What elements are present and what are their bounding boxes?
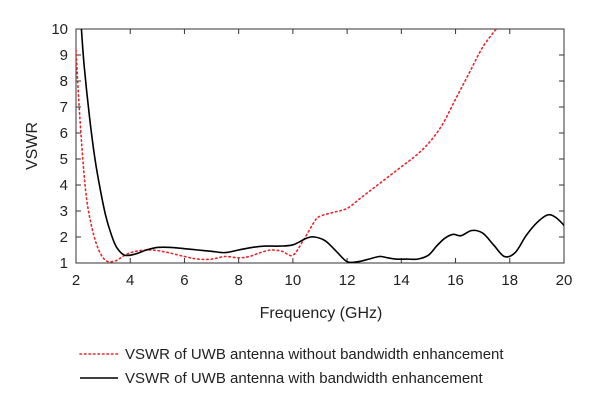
y-tick-label: 4 <box>60 177 68 194</box>
y-tick-label: 8 <box>60 73 68 90</box>
y-tick-label: 7 <box>60 99 68 116</box>
x-tick-label: 8 <box>234 272 242 289</box>
y-tick-label: 1 <box>60 255 68 272</box>
x-tick-label: 18 <box>501 272 518 289</box>
plot-border <box>75 28 565 264</box>
x-tick-label: 16 <box>447 272 464 289</box>
x-tick-label: 14 <box>393 272 410 289</box>
y-tick-label: 9 <box>60 47 68 64</box>
y-axis-ticks: 1 2 3 4 5 6 7 8 9 10 <box>51 21 564 272</box>
y-tick-label: 5 <box>60 151 68 168</box>
x-tick-label: 20 <box>556 272 573 289</box>
x-tick-label: 2 <box>72 272 80 289</box>
y-tick-label: 6 <box>60 125 68 142</box>
plot-frame <box>75 28 565 264</box>
x-tick-label: 12 <box>339 272 356 289</box>
legend: VSWR of UWB antenna without bandwidth en… <box>79 346 504 387</box>
x-tick-label: 4 <box>126 272 134 289</box>
series-line-without-enhancement <box>76 29 498 263</box>
legend-label-without-enhancement: VSWR of UWB antenna without bandwidth en… <box>125 346 504 363</box>
x-axis-ticks: 2 4 6 8 10 12 14 16 18 20 <box>72 29 573 289</box>
x-tick-label: 10 <box>285 272 302 289</box>
y-tick-label: 3 <box>60 203 68 220</box>
x-axis-title: Frequency (GHz) <box>260 305 383 322</box>
series-layer <box>76 29 564 263</box>
legend-label-with-enhancement: VSWR of UWB antenna with bandwidth enhan… <box>125 370 484 387</box>
y-tick-label: 10 <box>51 21 68 38</box>
x-tick-label: 6 <box>180 272 188 289</box>
series-line-with-enhancement <box>80 29 564 263</box>
y-tick-label: 2 <box>60 229 68 246</box>
y-axis-title: VSWR <box>24 122 41 170</box>
